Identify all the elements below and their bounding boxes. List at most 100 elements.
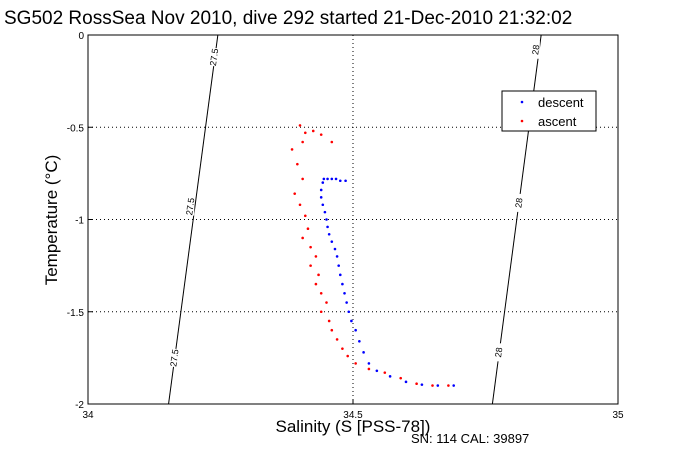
y-tick-label: -1.5 bbox=[67, 308, 85, 319]
isopycnal-label: 27.5 bbox=[184, 197, 196, 216]
data-point-ascent bbox=[383, 371, 387, 374]
data-point-descent bbox=[452, 384, 456, 387]
legend-label-descent: descent bbox=[538, 95, 584, 110]
data-point-ascent bbox=[354, 362, 357, 365]
data-point-descent bbox=[326, 177, 329, 181]
isopycnal-label-bg bbox=[186, 197, 195, 216]
x-tick-label: 34 bbox=[82, 410, 94, 421]
isopycnal-lines: 27.5 27.5 27.5 28 28 28 bbox=[168, 34, 542, 405]
data-point-descent bbox=[350, 319, 353, 323]
legend-marker-descent bbox=[520, 100, 524, 104]
data-point-ascent bbox=[290, 148, 294, 151]
data-point-descent bbox=[330, 240, 334, 243]
data-point-ascent bbox=[301, 140, 304, 144]
data-point-ascent bbox=[341, 347, 344, 350]
data-point-descent bbox=[358, 339, 361, 343]
data-point-ascent bbox=[309, 264, 312, 267]
data-point-descent bbox=[367, 362, 371, 365]
data-point-descent bbox=[321, 203, 325, 207]
data-point-ascent bbox=[367, 367, 371, 371]
x-axis-label: Salinity (S [PSS-78]) bbox=[276, 417, 431, 436]
y-axis-ticks: 0 -0.5 -1 -1.5 -2 bbox=[67, 31, 93, 411]
data-point-descent bbox=[345, 301, 348, 304]
data-point-descent bbox=[326, 225, 329, 229]
data-points bbox=[290, 124, 456, 387]
legend-box bbox=[501, 90, 597, 132]
data-point-descent bbox=[388, 375, 392, 378]
data-point-descent bbox=[319, 188, 323, 192]
y-tick-label: -0.5 bbox=[67, 123, 85, 134]
data-point-descent bbox=[322, 177, 326, 181]
chart-title: SG502 RossSea Nov 2010, dive 292 started… bbox=[4, 8, 572, 29]
data-point-ascent bbox=[330, 140, 334, 144]
isopycnal-label: 27.5 bbox=[208, 48, 220, 67]
data-point-ascent bbox=[304, 131, 307, 135]
isopycnal-line bbox=[168, 34, 219, 405]
x-tick-label: 35 bbox=[612, 410, 624, 421]
data-point-ascent bbox=[319, 133, 323, 136]
data-point-descent bbox=[344, 179, 347, 183]
data-point-descent bbox=[354, 328, 357, 332]
data-point-ascent bbox=[301, 177, 304, 181]
data-point-ascent bbox=[319, 292, 323, 295]
data-point-descent bbox=[333, 247, 337, 251]
data-point-descent bbox=[321, 181, 325, 184]
data-point-ascent bbox=[314, 282, 318, 286]
serial-cal-footer: SN: 114 CAL: 39897 bbox=[411, 431, 529, 446]
data-point-descent bbox=[338, 179, 342, 183]
data-point-descent bbox=[323, 210, 327, 214]
y-axis-label: Temperature (°C) bbox=[42, 155, 61, 286]
data-point-ascent bbox=[306, 227, 310, 231]
data-point-ascent bbox=[311, 129, 315, 133]
data-point-ascent bbox=[327, 319, 331, 323]
x-axis-ticks: 34 34.5 35 bbox=[82, 399, 624, 421]
data-point-ascent bbox=[304, 214, 307, 218]
data-point-ascent bbox=[335, 338, 339, 341]
y-tick-label: -1 bbox=[75, 216, 84, 227]
data-point-descent bbox=[319, 196, 323, 199]
data-point-ascent bbox=[399, 376, 403, 380]
data-point-ascent bbox=[298, 124, 302, 127]
data-point-ascent bbox=[319, 310, 323, 314]
data-point-ascent bbox=[293, 192, 297, 195]
legend-marker-ascent bbox=[520, 119, 524, 123]
legend-label-ascent: ascent bbox=[538, 114, 577, 129]
y-tick-label: -2 bbox=[75, 400, 84, 411]
data-point-ascent bbox=[317, 273, 320, 277]
data-point-descent bbox=[420, 383, 424, 386]
data-point-descent bbox=[325, 218, 328, 221]
legend: descent ascent bbox=[501, 90, 597, 132]
isopycnal-label-bg bbox=[494, 343, 503, 362]
data-point-descent bbox=[327, 232, 331, 236]
isopycnal-label-bg bbox=[514, 193, 523, 212]
data-point-descent bbox=[337, 264, 340, 267]
data-point-ascent bbox=[309, 245, 312, 249]
data-point-ascent bbox=[325, 301, 328, 304]
data-point-ascent bbox=[314, 255, 318, 258]
isopycnal-label: 28 bbox=[513, 197, 524, 208]
data-point-descent bbox=[338, 273, 342, 277]
data-point-ascent bbox=[415, 382, 418, 386]
grid-lines bbox=[87, 34, 619, 405]
x-tick-label: 34.5 bbox=[343, 410, 363, 421]
data-point-ascent bbox=[301, 236, 304, 240]
data-point-ascent bbox=[431, 384, 434, 387]
isopycnal-label: 28 bbox=[530, 44, 541, 55]
data-point-descent bbox=[334, 177, 338, 181]
data-point-descent bbox=[362, 351, 365, 354]
data-point-ascent bbox=[298, 203, 302, 207]
data-point-descent bbox=[404, 380, 408, 384]
data-point-ascent bbox=[296, 162, 299, 166]
data-point-ascent bbox=[330, 328, 334, 332]
data-point-descent bbox=[375, 369, 379, 373]
isopycnal-label-bg bbox=[210, 48, 219, 67]
isopycnal-label-bg bbox=[170, 348, 179, 367]
data-point-ascent bbox=[346, 354, 350, 358]
isopycnal-label: 28 bbox=[493, 347, 504, 358]
data-point-descent bbox=[343, 292, 346, 295]
y-tick-label: 0 bbox=[78, 31, 84, 42]
data-point-descent bbox=[335, 255, 339, 258]
data-point-ascent bbox=[447, 384, 450, 387]
data-point-descent bbox=[436, 384, 440, 387]
